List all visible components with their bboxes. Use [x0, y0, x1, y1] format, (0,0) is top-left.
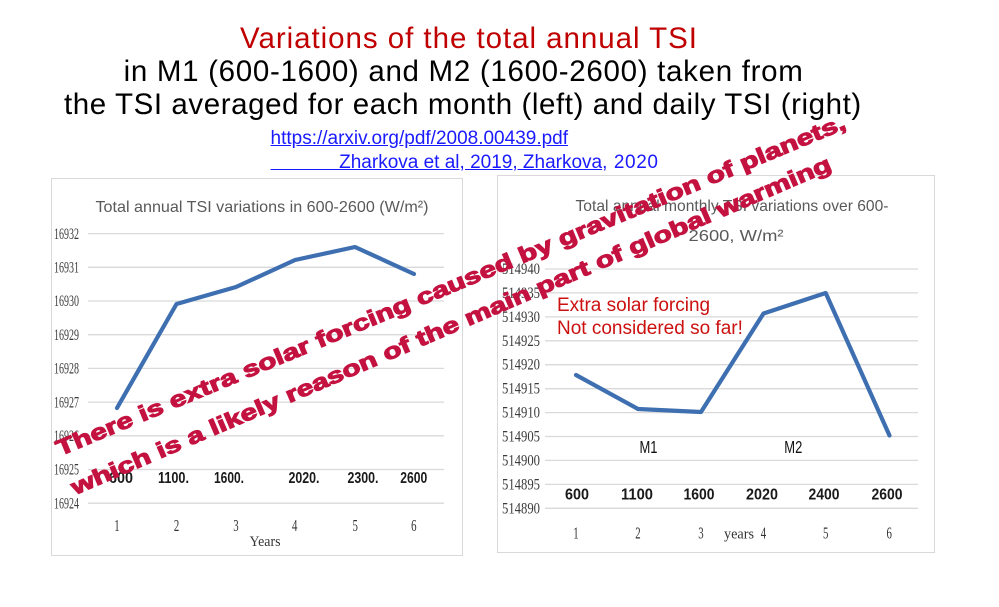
svg-text:16925: 16925 — [54, 462, 79, 479]
svg-text:6: 6 — [411, 516, 416, 535]
svg-text:514910: 514910 — [502, 405, 540, 422]
svg-text:600: 600 — [109, 470, 133, 487]
svg-text:16932: 16932 — [54, 226, 79, 243]
svg-text:Total annual TSI variations in: Total annual TSI variations in 600-2600 … — [96, 199, 429, 216]
svg-text:16926: 16926 — [54, 428, 79, 445]
svg-text:514935: 514935 — [502, 285, 540, 302]
svg-text:16929: 16929 — [54, 327, 79, 344]
svg-text:4: 4 — [292, 516, 298, 535]
svg-text:514905: 514905 — [502, 429, 540, 446]
svg-text:5: 5 — [823, 524, 828, 543]
svg-text:Total annual monthly TSI varia: Total annual monthly TSI variations over… — [576, 198, 889, 215]
svg-text:2600: 2600 — [400, 470, 427, 487]
svg-text:16927: 16927 — [54, 394, 79, 411]
svg-text:514925: 514925 — [502, 333, 540, 350]
svg-text:2400: 2400 — [809, 487, 840, 504]
svg-text:514900: 514900 — [502, 452, 540, 469]
svg-text:2020.: 2020. — [289, 470, 320, 487]
svg-text:2600: 2600 — [872, 487, 903, 504]
svg-text:514895: 514895 — [502, 476, 540, 493]
svg-text:16930: 16930 — [54, 293, 79, 310]
svg-text:M2: M2 — [784, 437, 802, 457]
svg-text:514920: 514920 — [502, 357, 540, 374]
svg-text:5: 5 — [353, 516, 358, 535]
svg-text:3: 3 — [233, 516, 238, 535]
svg-text:years: years — [724, 527, 754, 543]
svg-text:1600.: 1600. — [214, 470, 244, 487]
svg-text:514890: 514890 — [502, 500, 540, 517]
svg-text:Not considered so far!: Not considered so far! — [557, 318, 743, 339]
svg-text:2: 2 — [635, 524, 640, 543]
svg-text:1100: 1100 — [621, 487, 653, 504]
svg-text:16924: 16924 — [54, 495, 79, 512]
svg-text:2020: 2020 — [746, 487, 778, 504]
svg-text:2: 2 — [174, 516, 179, 535]
svg-text:1600: 1600 — [684, 487, 715, 504]
svg-text:1100.: 1100. — [158, 470, 189, 487]
svg-text:3: 3 — [698, 524, 703, 543]
svg-text:514940: 514940 — [502, 261, 540, 278]
svg-text:514930: 514930 — [502, 309, 540, 326]
svg-text:Years: Years — [250, 534, 281, 550]
svg-text:M1: M1 — [640, 437, 658, 457]
svg-text:16931: 16931 — [54, 260, 79, 277]
svg-text:2300.: 2300. — [348, 470, 379, 487]
svg-text:1: 1 — [573, 524, 578, 543]
svg-text:6: 6 — [887, 524, 892, 543]
svg-text:4: 4 — [761, 524, 767, 543]
svg-text:514915: 514915 — [502, 381, 540, 398]
svg-text:2600, W/m²: 2600, W/m² — [689, 228, 785, 245]
svg-text:16928: 16928 — [54, 361, 79, 378]
svg-text:1: 1 — [114, 516, 119, 535]
svg-text:600: 600 — [565, 487, 589, 504]
svg-text:Extra solar forcing: Extra solar forcing — [557, 295, 710, 316]
